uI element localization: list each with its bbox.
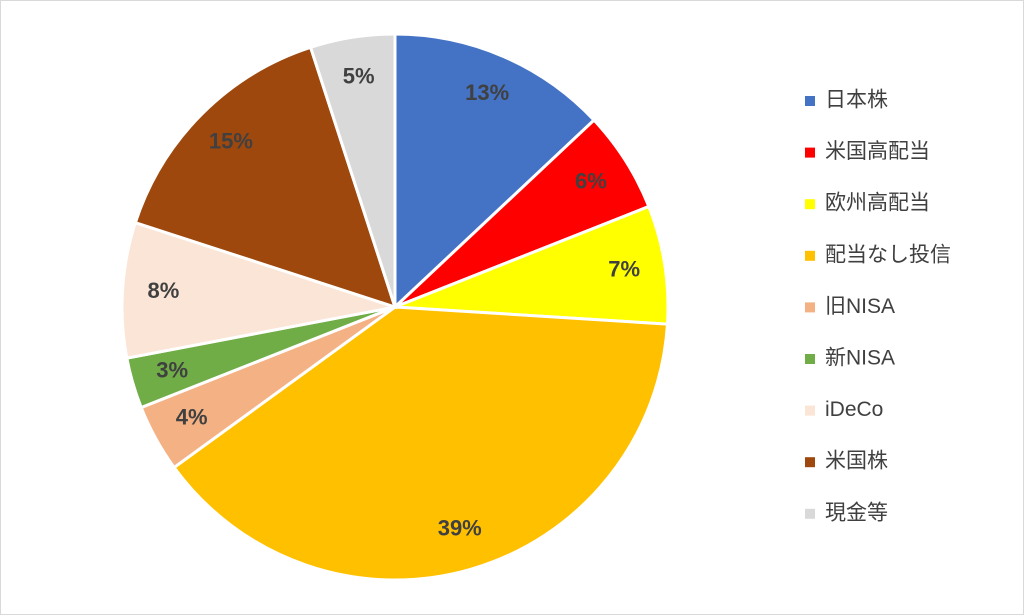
legend-swatch bbox=[805, 405, 815, 416]
legend-label: 配当なし投信 bbox=[825, 243, 951, 266]
data-label: 8% bbox=[148, 278, 180, 303]
legend-label: 現金等 bbox=[825, 501, 888, 524]
legend-swatch bbox=[805, 508, 815, 519]
pie-slice bbox=[172, 305, 670, 582]
legend-label: 新NISA bbox=[825, 347, 895, 370]
legend-swatch bbox=[805, 147, 815, 158]
legend-label: 欧州高配当 bbox=[825, 192, 930, 215]
pie-slice bbox=[393, 32, 597, 311]
legend-label: 米国株 bbox=[825, 450, 888, 473]
data-label: 13% bbox=[465, 80, 509, 105]
legend-swatch bbox=[805, 199, 815, 210]
pie-slice bbox=[133, 45, 398, 310]
legend-label: 旧NISA bbox=[825, 295, 895, 318]
data-label: 15% bbox=[209, 129, 253, 154]
data-label: 7% bbox=[608, 257, 640, 282]
pie-slice bbox=[394, 204, 670, 326]
legend-swatch bbox=[805, 302, 815, 313]
legend-swatch bbox=[805, 457, 815, 468]
data-label: 5% bbox=[343, 64, 375, 89]
pie-slice bbox=[308, 32, 397, 308]
data-label: 6% bbox=[575, 168, 607, 193]
legend-label: 米国高配当 bbox=[825, 140, 930, 163]
pie-slice bbox=[120, 220, 396, 360]
legend-label: iDeCo bbox=[825, 398, 883, 421]
data-label: 3% bbox=[156, 358, 188, 383]
data-label: 39% bbox=[438, 516, 482, 541]
legend-swatch bbox=[805, 354, 815, 364]
legend-swatch bbox=[805, 250, 815, 261]
legend-swatch bbox=[805, 96, 815, 106]
legend-label: 日本株 bbox=[825, 89, 888, 112]
data-label: 4% bbox=[176, 405, 208, 430]
